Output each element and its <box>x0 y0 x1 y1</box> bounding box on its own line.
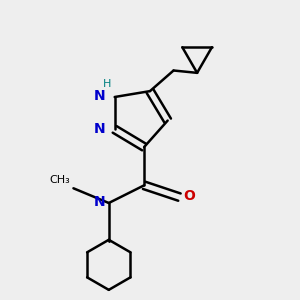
Text: H: H <box>103 79 112 89</box>
Text: N: N <box>94 122 106 136</box>
Text: O: O <box>183 189 195 202</box>
Text: N: N <box>94 89 106 103</box>
Text: N: N <box>94 194 106 208</box>
Text: CH₃: CH₃ <box>49 175 70 185</box>
